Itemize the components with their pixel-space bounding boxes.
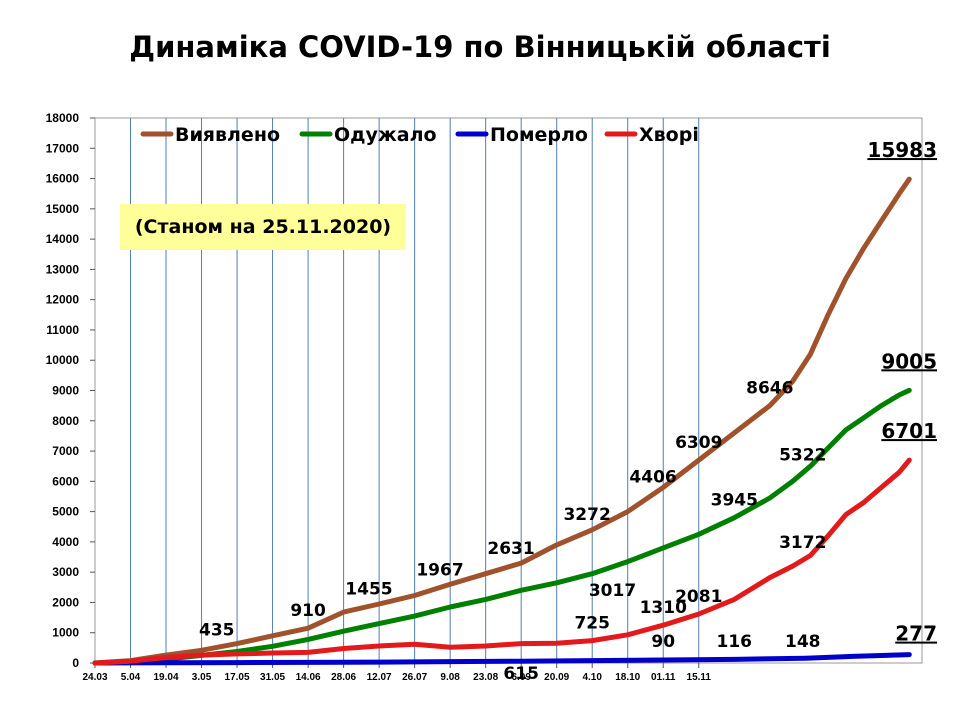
y-tick-label: 18000 bbox=[46, 111, 80, 125]
y-tick-label: 17000 bbox=[46, 141, 80, 155]
y-tick-label: 0 bbox=[72, 656, 79, 670]
y-tick-label: 9000 bbox=[52, 384, 79, 398]
final-value-detected: 15983 bbox=[867, 138, 937, 162]
data-label-detected: 2631 bbox=[487, 539, 534, 559]
x-tick-label: 6.09 bbox=[511, 672, 531, 683]
x-tick-label: 24.03 bbox=[82, 672, 107, 683]
x-tick-label: 3.05 bbox=[192, 672, 212, 683]
y-tick-label: 3000 bbox=[52, 565, 79, 579]
y-tick-label: 4000 bbox=[52, 535, 79, 549]
data-label-died: 148 bbox=[785, 632, 821, 652]
data-label-recovered: 5322 bbox=[779, 446, 826, 466]
data-label-sick: 1310 bbox=[640, 598, 687, 618]
x-tick-label: 14.06 bbox=[296, 672, 321, 683]
y-tick-label: 5000 bbox=[52, 505, 79, 519]
data-label-detected: 1455 bbox=[345, 579, 392, 599]
x-tick-label: 26.07 bbox=[402, 672, 427, 683]
y-tick-label: 14000 bbox=[46, 232, 80, 246]
x-tick-label: 19.04 bbox=[154, 672, 179, 683]
series-line-sick bbox=[92, 457, 912, 666]
y-tick-label: 6000 bbox=[52, 474, 79, 488]
x-tick-label: 31.05 bbox=[260, 672, 285, 683]
data-label-detected: 8646 bbox=[746, 379, 793, 399]
final-value-recovered: 9005 bbox=[881, 349, 937, 373]
data-label-sick: 2081 bbox=[675, 587, 722, 607]
x-tick-label: 28.06 bbox=[331, 672, 356, 683]
x-tick-label: 23.08 bbox=[473, 672, 498, 683]
y-tick-label: 8000 bbox=[52, 414, 79, 428]
y-tick-label: 16000 bbox=[46, 172, 80, 186]
legend-label-detected: Виявлено bbox=[175, 124, 280, 146]
data-label-detected: 6309 bbox=[675, 433, 722, 453]
y-tick-label: 10000 bbox=[46, 353, 80, 367]
x-tick-label: 9.08 bbox=[440, 672, 460, 683]
y-tick-label: 15000 bbox=[46, 202, 80, 216]
data-label-recovered: 3017 bbox=[589, 581, 636, 601]
data-label-recovered: 3945 bbox=[711, 491, 758, 511]
data-label-detected: 4406 bbox=[629, 467, 676, 487]
x-tick-label: 4.10 bbox=[582, 672, 602, 683]
legend-label-recovered: Одужало bbox=[334, 124, 437, 146]
series-line-detected bbox=[92, 176, 912, 666]
data-label-detected: 1967 bbox=[416, 560, 463, 580]
series-line-died bbox=[92, 652, 912, 666]
x-tick-label: 12.07 bbox=[367, 672, 392, 683]
data-label-died: 90 bbox=[651, 632, 675, 652]
x-tick-label: 5.04 bbox=[121, 672, 141, 683]
data-label-detected: 910 bbox=[290, 601, 326, 621]
data-label-died: 116 bbox=[717, 632, 753, 652]
data-label-detected: 3272 bbox=[563, 505, 610, 525]
x-tick-label: 18.10 bbox=[615, 672, 640, 683]
y-tick-label: 1000 bbox=[52, 626, 79, 640]
y-tick-label: 2000 bbox=[52, 595, 79, 609]
x-tick-label: 01.11 bbox=[651, 672, 676, 683]
data-label-sick: 725 bbox=[574, 614, 610, 634]
y-tick-label: 11000 bbox=[46, 323, 79, 337]
legend-label-died: Померло bbox=[490, 124, 588, 146]
final-value-sick: 6701 bbox=[881, 419, 937, 443]
y-tick-label: 13000 bbox=[46, 262, 80, 276]
y-tick-label: 12000 bbox=[46, 293, 80, 307]
final-value-died: 277 bbox=[895, 622, 937, 646]
series-line-recovered bbox=[92, 387, 912, 666]
x-tick-label: 20.09 bbox=[544, 672, 569, 683]
data-label-sick: 615 bbox=[503, 664, 539, 684]
x-tick-label: 15.11 bbox=[687, 672, 712, 683]
legend-label-sick: Хворі bbox=[639, 124, 699, 146]
chart-title: Динаміка COVID-19 по Вінницькій області bbox=[129, 30, 831, 64]
y-tick-label: 7000 bbox=[52, 444, 79, 458]
data-label-sick: 3172 bbox=[779, 533, 826, 553]
plot-area bbox=[94, 117, 923, 664]
date-note: (Станом на 25.11.2020) bbox=[120, 204, 406, 250]
x-tick-label: 17.05 bbox=[225, 672, 250, 683]
data-label-detected: 435 bbox=[199, 620, 235, 640]
